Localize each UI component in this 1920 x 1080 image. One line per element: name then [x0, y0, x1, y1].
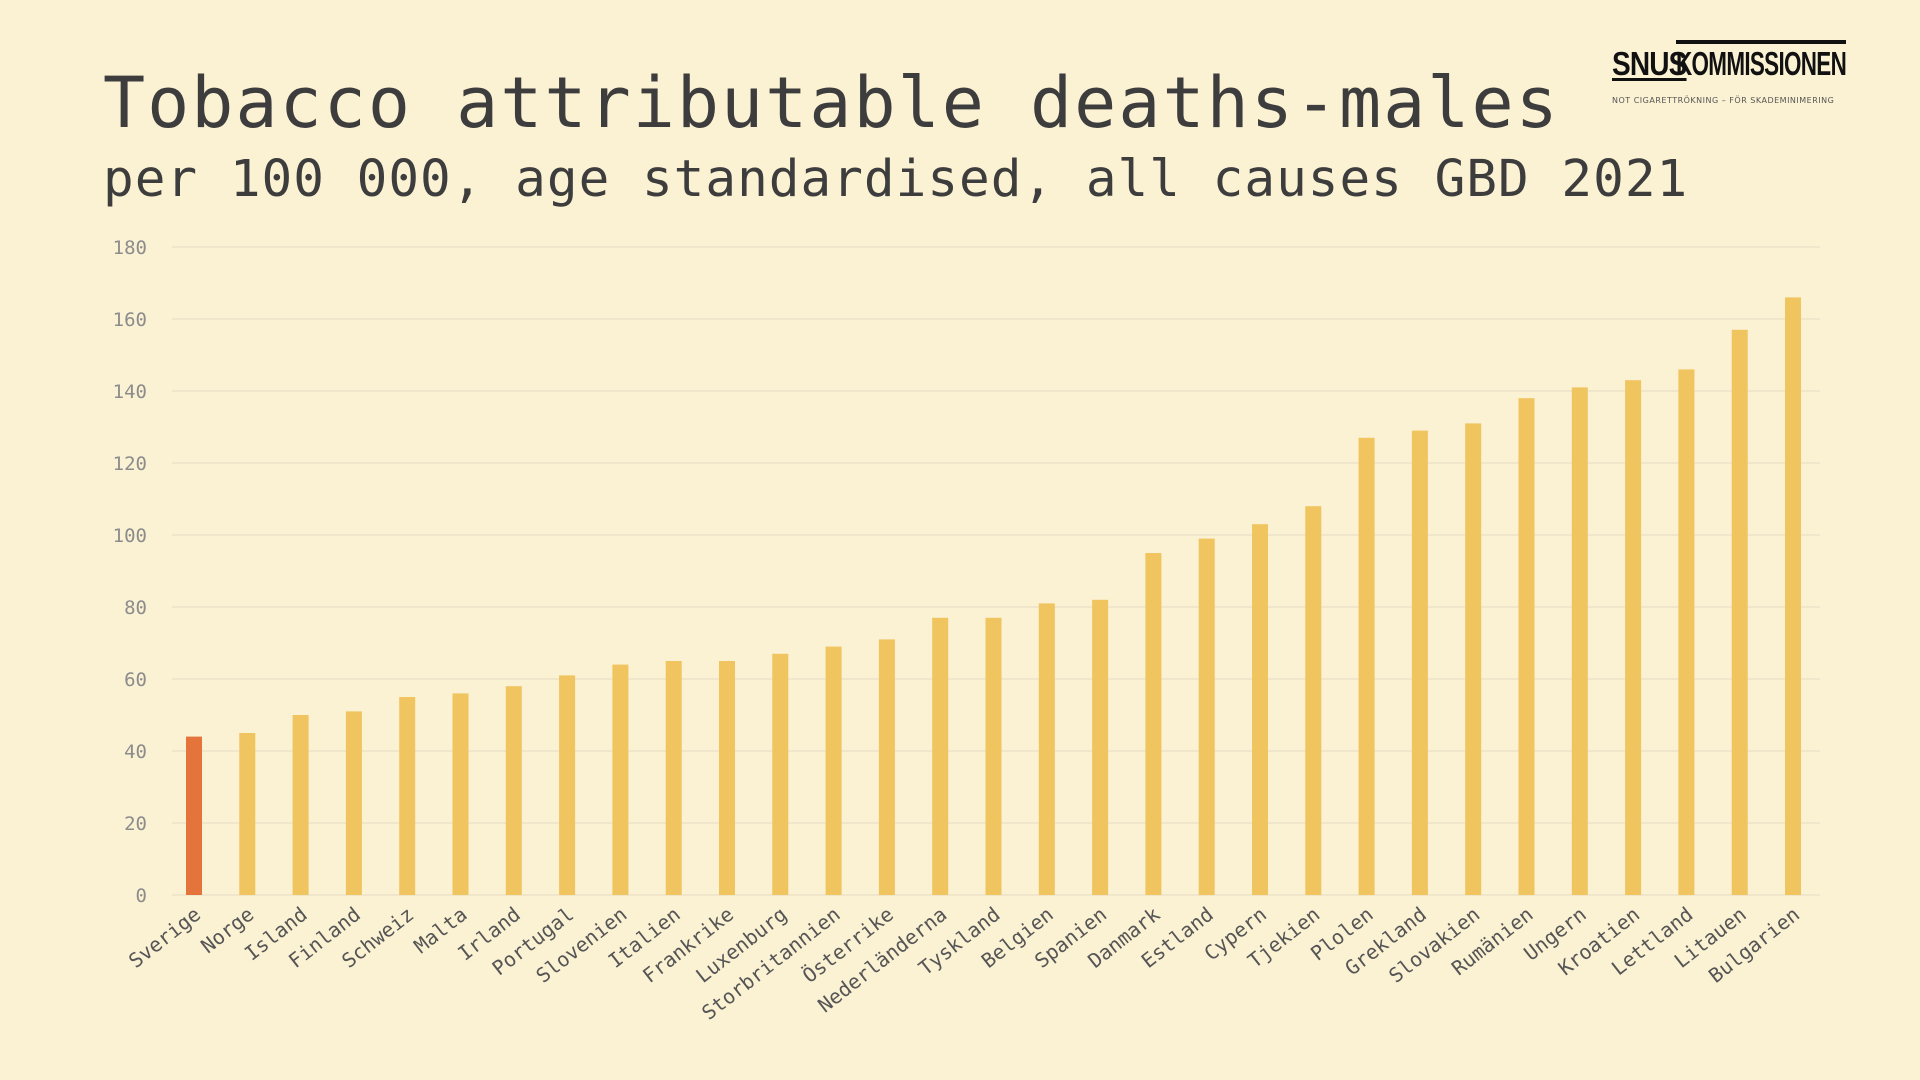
logo-kommissionen-text: KOMMISSIONEN: [1676, 40, 1847, 83]
bar: [1411, 430, 1428, 895]
bar: [452, 693, 469, 895]
snuskommissionen-logo: SNUS KOMMISSIONEN NOT CIGARETTRÖKNING – …: [1612, 40, 1876, 112]
bar: [1305, 506, 1322, 895]
bar: [665, 661, 682, 895]
bar: [505, 686, 522, 895]
bar: [1731, 329, 1748, 895]
bar: [1038, 603, 1055, 895]
y-tick-label: 20: [124, 813, 147, 835]
bar: [559, 675, 576, 895]
bar: [1358, 437, 1375, 895]
y-tick-label: 140: [113, 381, 147, 403]
y-tick-label: 60: [124, 669, 147, 691]
bar: [239, 733, 256, 895]
chart-subtitle: per 100 000, age standardised, all cause…: [103, 150, 1689, 209]
bar: [1571, 387, 1588, 895]
bar: [399, 697, 416, 895]
bar: [186, 736, 202, 895]
bar: [1145, 553, 1162, 895]
bar: [772, 653, 789, 895]
y-tick-label: 180: [113, 237, 147, 259]
bar: [985, 617, 1002, 895]
logo-wordmark: SNUS KOMMISSIONEN: [1612, 40, 1920, 83]
bar: [719, 661, 735, 895]
bar: [1198, 538, 1215, 895]
y-tick-label: 160: [113, 309, 147, 331]
bar: [612, 664, 629, 895]
logo-tagline: NOT CIGARETTRÖKNING – FÖR SKADEMINIMERIN…: [1612, 96, 1835, 105]
bar: [1678, 369, 1695, 895]
bar: [1625, 380, 1642, 895]
y-tick-label: 40: [124, 741, 147, 763]
chart-title: Tobacco attributable deaths-males: [103, 62, 1560, 144]
bars: [186, 297, 1801, 895]
y-tick-label: 100: [113, 525, 147, 547]
bar: [932, 617, 949, 895]
x-tick-label: Sverige: [124, 902, 205, 973]
bar: [1785, 297, 1801, 895]
bar: [825, 646, 842, 895]
bar: [1465, 423, 1482, 895]
bar: [1092, 599, 1109, 895]
bar: [1252, 524, 1268, 895]
gridlines: [172, 246, 1820, 896]
y-tick-label: 80: [124, 597, 147, 619]
bar: [878, 639, 895, 895]
bar: [1518, 398, 1535, 895]
y-tick-label: 0: [136, 885, 147, 907]
x-axis-labels: SverigeNorgeIslandFinlandSchweizMaltaIrl…: [124, 902, 1804, 1025]
y-tick-label: 120: [113, 453, 147, 475]
y-axis-ticks: 0 20 40 60 80 100 120 140 160 180: [113, 237, 147, 907]
bar: [345, 711, 362, 895]
bar: [292, 715, 309, 895]
